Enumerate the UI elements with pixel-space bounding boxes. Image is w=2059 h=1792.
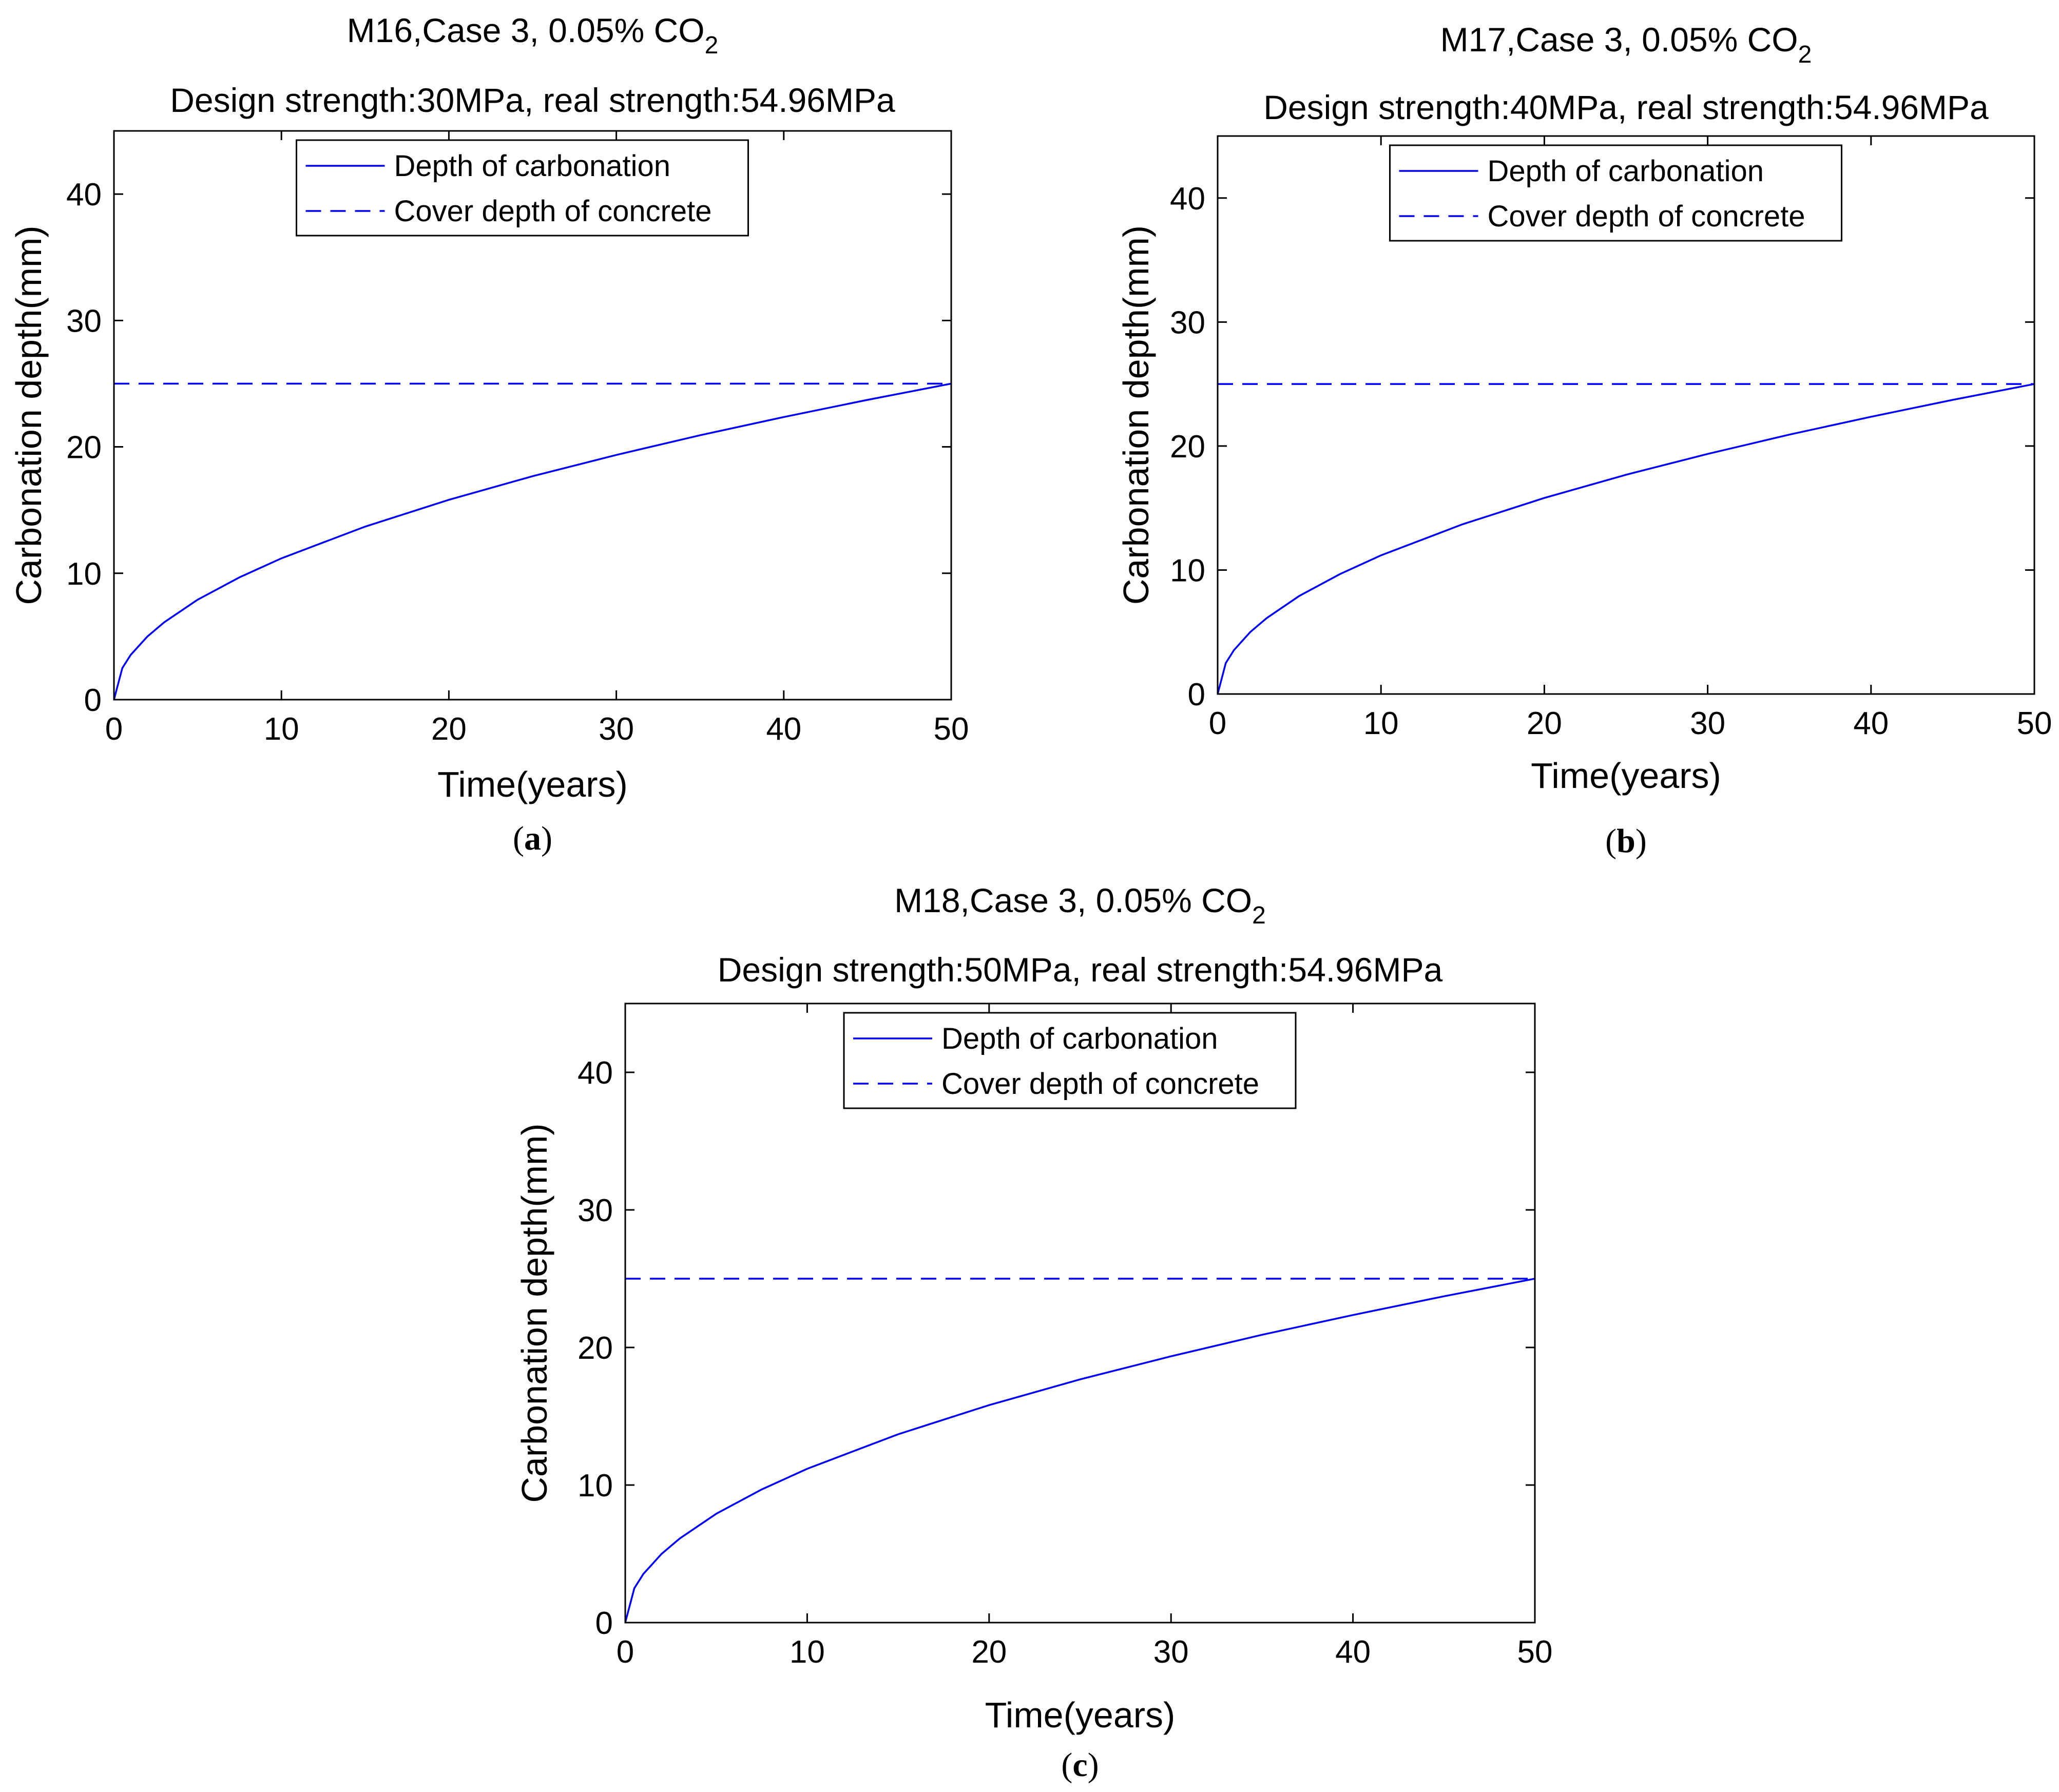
- y-tick-label: 0: [595, 1606, 613, 1641]
- series-line-carbonation-depth: [114, 382, 951, 700]
- y-tick-label: 10: [1170, 553, 1205, 588]
- x-tick-label: 0: [617, 1634, 634, 1670]
- caption-paren: (: [1605, 822, 1617, 860]
- panel-caption: (c): [1061, 1746, 1099, 1784]
- x-tick-label: 20: [431, 711, 467, 747]
- chart-subtitle: Design strength:40MPa, real strength:54.…: [1263, 88, 1989, 126]
- series-line-carbonation-depth: [1218, 383, 2034, 694]
- chart-title: M17,Case 3, 0.05% CO2: [1440, 21, 1812, 68]
- x-axis-label: Time(years): [437, 764, 628, 804]
- x-tick-label: 20: [971, 1634, 1007, 1670]
- y-tick-label: 20: [1170, 429, 1205, 465]
- y-tick-label: 0: [1188, 677, 1205, 712]
- legend-box: [1389, 144, 1842, 242]
- chart-title-main: M16,Case 3, 0.05% CO: [347, 11, 705, 49]
- x-tick-label: 0: [105, 711, 123, 747]
- series-line-carbonation-depth: [625, 1278, 1535, 1623]
- legend-label: Cover depth of concrete: [941, 1067, 1259, 1101]
- panel-caption: (a): [513, 820, 552, 857]
- x-tick-label: 30: [1690, 706, 1725, 741]
- chart-panel-c: M18,Case 3, 0.05% CO2 Design strength:50M…: [514, 881, 1552, 1784]
- chart-title-main: M18,Case 3, 0.05% CO: [894, 881, 1252, 919]
- caption-letter: c: [1072, 1746, 1087, 1784]
- legend-label: Depth of carbonation: [394, 149, 670, 183]
- y-axis-label: Carbonation depth(mm): [1116, 225, 1156, 605]
- y-tick-label: 20: [66, 430, 102, 466]
- chart-title: M16,Case 3, 0.05% CO2: [347, 11, 719, 59]
- legend-label: Depth of carbonation: [941, 1022, 1218, 1055]
- x-tick-label: 30: [599, 711, 634, 747]
- x-tick-label: 50: [1517, 1634, 1553, 1670]
- y-tick-label: 30: [1170, 305, 1205, 340]
- y-tick-label: 30: [66, 303, 102, 339]
- y-tick-label: 20: [578, 1331, 613, 1366]
- y-tick-label: 40: [1170, 181, 1205, 217]
- chart-panel-a: M16,Case 3, 0.05% CO2 Design strength:30M…: [9, 11, 969, 857]
- x-tick-label: 50: [934, 711, 969, 747]
- panel-caption: (b): [1605, 822, 1647, 860]
- chart-subtitle: Design strength:50MPa, real strength:54.…: [718, 951, 1443, 989]
- chart-title-main: M17,Case 3, 0.05% CO: [1440, 21, 1798, 59]
- chart-title-subscript: 2: [1252, 902, 1266, 929]
- axes-box: [113, 130, 952, 701]
- chart-subtitle: Design strength:30MPa, real strength:54.…: [170, 81, 895, 119]
- caption-paren: (: [513, 820, 524, 857]
- x-tick-label: 20: [1527, 706, 1562, 741]
- x-axis-label: Time(years): [1531, 756, 1721, 796]
- caption-letter: a: [524, 820, 541, 857]
- x-tick-label: 50: [2017, 706, 2052, 741]
- x-tick-label: 10: [264, 711, 299, 747]
- caption-paren: ): [1088, 1746, 1099, 1784]
- x-tick-label: 30: [1153, 1634, 1189, 1670]
- y-tick-label: 30: [578, 1193, 613, 1228]
- x-tick-label: 40: [1853, 706, 1889, 741]
- axes-box: [1217, 135, 2035, 695]
- x-tick-label: 40: [1335, 1634, 1371, 1670]
- legend-box: [296, 139, 749, 237]
- chart-title-subscript: 2: [705, 32, 719, 59]
- caption-paren: ): [541, 820, 552, 857]
- legend-label: Depth of carbonation: [1488, 155, 1764, 188]
- x-tick-label: 40: [766, 711, 801, 747]
- y-tick-label: 10: [66, 556, 102, 592]
- chart-title: M18,Case 3, 0.05% CO2: [894, 881, 1266, 929]
- caption-letter: b: [1617, 822, 1635, 860]
- caption-paren: ): [1635, 822, 1647, 860]
- y-tick-label: 0: [84, 683, 102, 718]
- caption-paren: (: [1061, 1746, 1072, 1784]
- legend-label: Cover depth of concrete: [1488, 200, 1805, 233]
- x-tick-label: 10: [790, 1634, 825, 1670]
- legend-label: Cover depth of concrete: [394, 195, 712, 228]
- legend-box: [843, 1012, 1297, 1109]
- y-tick-label: 40: [578, 1055, 613, 1091]
- y-axis-label: Carbonation depth(mm): [514, 1123, 554, 1502]
- x-tick-label: 0: [1209, 706, 1226, 741]
- y-tick-label: 40: [66, 177, 102, 213]
- x-tick-label: 10: [1363, 706, 1399, 741]
- chart-panel-b: M17,Case 3, 0.05% CO2 Design strength:40M…: [1116, 21, 2052, 860]
- axes-box: [624, 1003, 1536, 1624]
- y-tick-label: 10: [578, 1468, 613, 1504]
- x-axis-label: Time(years): [985, 1695, 1176, 1735]
- y-axis-label: Carbonation depth(mm): [9, 225, 49, 605]
- chart-title-subscript: 2: [1798, 41, 1812, 68]
